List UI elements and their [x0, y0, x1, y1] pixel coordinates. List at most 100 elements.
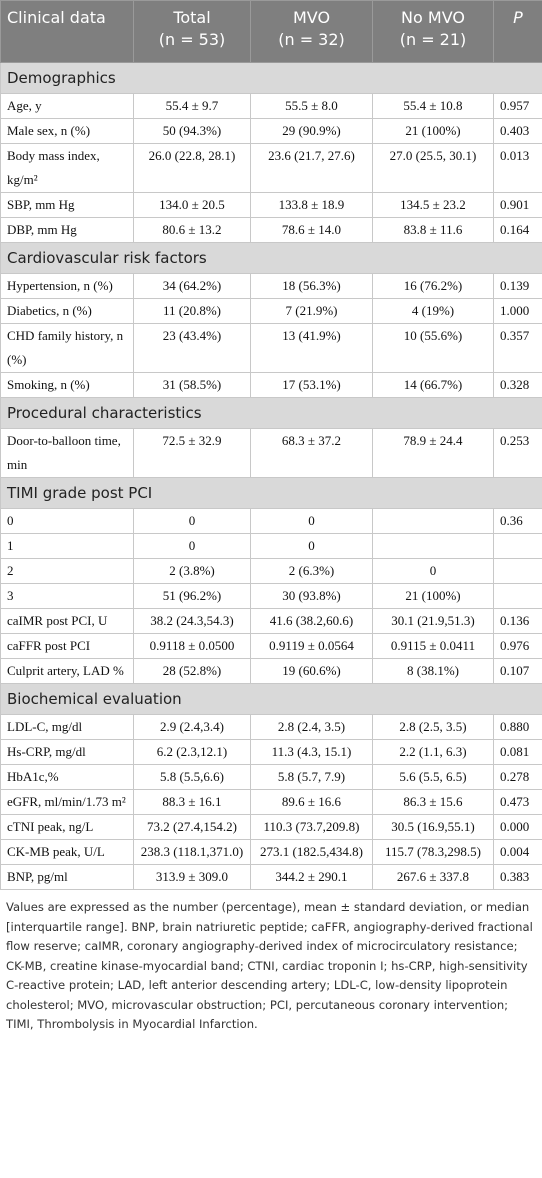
- column-title: P: [513, 8, 523, 27]
- cell-value: 26.0 (22.8, 28.1): [133, 143, 251, 193]
- section-title: TIMI grade post PCI: [0, 477, 542, 509]
- data-row: Body mass index, kg/m² 26.0 (22.8, 28.1) 2…: [0, 143, 542, 193]
- section-title: Cardiovascular risk factors: [0, 242, 542, 274]
- row-label: Male sex, n (%): [0, 118, 134, 144]
- cell-value: 34 (64.2%): [133, 273, 251, 299]
- cell-value: 0.976: [493, 633, 542, 659]
- cell-value: 0: [250, 508, 373, 534]
- cell-value: 0.9115 ± 0.0411: [372, 633, 494, 659]
- cell-value: 5.6 (5.5, 6.5): [372, 764, 494, 790]
- cell-value: 0: [133, 508, 251, 534]
- cell-value: 267.6 ± 337.8: [372, 864, 494, 890]
- cell-value: 21 (100%): [372, 583, 494, 609]
- row-label: cTNI peak, ng/L: [0, 814, 134, 840]
- cell-value: 0: [133, 533, 251, 559]
- cell-value: 41.6 (38.2,60.6): [250, 608, 373, 634]
- cell-value: 55.5 ± 8.0: [250, 93, 373, 119]
- footnote: Values are expressed as the number (perc…: [6, 900, 533, 1031]
- data-row: Male sex, n (%) 50 (94.3%) 29 (90.9%) 21 (1…: [0, 118, 542, 144]
- row-label: BNP, pg/ml: [0, 864, 134, 890]
- row-label: SBP, mm Hg: [0, 192, 134, 218]
- cell-value: 0.9119 ± 0.0564: [250, 633, 373, 659]
- cell-value: 115.7 (78.3,298.5): [372, 839, 494, 865]
- data-row: Smoking, n (%) 31 (58.5%) 17 (53.1%) 14 (66…: [0, 372, 542, 398]
- cell-value: 344.2 ± 290.1: [250, 864, 373, 890]
- row-label: Door-to-balloon time, min: [0, 428, 134, 478]
- column-subtitle: (n = 32): [278, 30, 345, 49]
- data-row: 3 51 (96.2%) 30 (93.8%) 21 (100%): [0, 583, 542, 609]
- cell-value: 133.8 ± 18.9: [250, 192, 373, 218]
- cell-value: 0.004: [493, 839, 542, 865]
- cell-value: 0.383: [493, 864, 542, 890]
- cell-value: 88.3 ± 16.1: [133, 789, 251, 815]
- data-row: DBP, mm Hg 80.6 ± 13.2 78.6 ± 14.0 83.8 ± 1…: [0, 217, 542, 243]
- cell-value: 0.139: [493, 273, 542, 299]
- data-row: caFFR post PCI 0.9118 ± 0.0500 0.9119 ± 0.…: [0, 633, 542, 659]
- clinical-table: Clinical data Total (n = 53) MVO (n = 32) No …: [0, 0, 542, 890]
- cell-value: 17 (53.1%): [250, 372, 373, 398]
- section-row: TIMI grade post PCI: [0, 477, 542, 509]
- column-header: Clinical data: [0, 0, 134, 63]
- column-header: Total (n = 53): [133, 0, 251, 63]
- section-row: Cardiovascular risk factors: [0, 242, 542, 274]
- header-row: Clinical data Total (n = 53) MVO (n = 32) No …: [0, 0, 542, 63]
- cell-value: 0.000: [493, 814, 542, 840]
- cell-value: 0.357: [493, 323, 542, 373]
- data-row: BNP, pg/ml 313.9 ± 309.0 344.2 ± 290.1 267.…: [0, 864, 542, 890]
- row-label: 1: [0, 533, 134, 559]
- column-header: MVO (n = 32): [250, 0, 373, 63]
- data-row: Culprit artery, LAD % 28 (52.8%) 19 (60.6%…: [0, 658, 542, 684]
- cell-value: 313.9 ± 309.0: [133, 864, 251, 890]
- data-row: cTNI peak, ng/L 73.2 (27.4,154.2) 110.3 (7…: [0, 814, 542, 840]
- cell-value: [493, 533, 542, 559]
- cell-value: 29 (90.9%): [250, 118, 373, 144]
- data-row: Hypertension, n (%) 34 (64.2%) 18 (56.3%) 1…: [0, 273, 542, 299]
- cell-value: 78.9 ± 24.4: [372, 428, 494, 478]
- cell-value: 73.2 (27.4,154.2): [133, 814, 251, 840]
- data-row: HbA1c,% 5.8 (5.5,6.6) 5.8 (5.7, 7.9) 5.6 (5…: [0, 764, 542, 790]
- cell-value: 80.6 ± 13.2: [133, 217, 251, 243]
- cell-value: 0.9118 ± 0.0500: [133, 633, 251, 659]
- column-subtitle: (n = 21): [399, 30, 467, 49]
- cell-value: 0: [372, 558, 494, 584]
- row-label: 2: [0, 558, 134, 584]
- cell-value: 0: [250, 533, 373, 559]
- cell-value: 2.2 (1.1, 6.3): [372, 739, 494, 765]
- column-subtitle: (n = 53): [158, 30, 226, 49]
- cell-value: 273.1 (182.5,434.8): [250, 839, 373, 865]
- cell-value: 0.081: [493, 739, 542, 765]
- cell-value: 21 (100%): [372, 118, 494, 144]
- cell-value: 2.8 (2.5, 3.5): [372, 714, 494, 740]
- row-label: LDL-C, mg/dl: [0, 714, 134, 740]
- column-title: Clinical data: [7, 8, 106, 27]
- cell-value: 0.36: [493, 508, 542, 534]
- cell-value: 0.403: [493, 118, 542, 144]
- cell-value: 110.3 (73.7,209.8): [250, 814, 373, 840]
- cell-value: 30 (93.8%): [250, 583, 373, 609]
- cell-value: 14 (66.7%): [372, 372, 494, 398]
- row-label: HbA1c,%: [0, 764, 134, 790]
- cell-value: 72.5 ± 32.9: [133, 428, 251, 478]
- cell-value: 5.8 (5.7, 7.9): [250, 764, 373, 790]
- cell-value: [493, 558, 542, 584]
- row-label: Hs-CRP, mg/dl: [0, 739, 134, 765]
- cell-value: 0.278: [493, 764, 542, 790]
- section-title: Demographics: [0, 62, 542, 94]
- row-label: 3: [0, 583, 134, 609]
- cell-value: 5.8 (5.5,6.6): [133, 764, 251, 790]
- cell-value: 6.2 (2.3,12.1): [133, 739, 251, 765]
- cell-value: 16 (76.2%): [372, 273, 494, 299]
- row-label: Hypertension, n (%): [0, 273, 134, 299]
- cell-value: 0.136: [493, 608, 542, 634]
- table-body: Demographics Age, y 55.4 ± 9.7 55.5 ± 8.0 55…: [0, 62, 542, 890]
- cell-value: 38.2 (24.3,54.3): [133, 608, 251, 634]
- cell-value: 0.957: [493, 93, 542, 119]
- section-title: Biochemical evaluation: [0, 683, 542, 715]
- section-row: Procedural characteristics: [0, 397, 542, 429]
- row-label: caFFR post PCI: [0, 633, 134, 659]
- cell-value: 1.000: [493, 298, 542, 324]
- data-row: 0 0 0 0.36: [0, 508, 542, 534]
- cell-value: 0.013: [493, 143, 542, 193]
- cell-value: 0.164: [493, 217, 542, 243]
- cell-value: 2 (3.8%): [133, 558, 251, 584]
